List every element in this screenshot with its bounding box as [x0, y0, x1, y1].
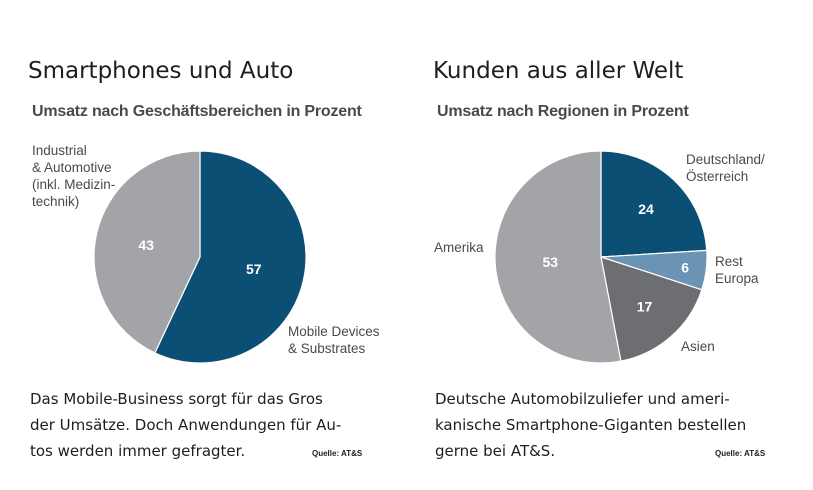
slice-category-label: Industrial & Automotive (inkl. Medizin-tec… — [32, 143, 115, 209]
pie-chart-business: 57 Mobile Devices & Substrates 43 Industrial… — [32, 143, 380, 364]
caption: Deutsche Automobilzuliefer und ameri- ka… — [435, 386, 785, 464]
slice-category-label: Amerika — [434, 240, 484, 255]
slice-category-label: Mobile Devices & Substrates — [288, 324, 380, 356]
pie-chart-regions: 24 Deutschland/Österreich 6 Rest Europa 17 Asi… — [434, 150, 765, 364]
pie-slice — [93, 150, 201, 354]
chart-subtitle: Umsatz nach Geschäftsbereichen in Prozen… — [32, 103, 362, 120]
chart-title: Smartphones und Auto — [28, 58, 294, 84]
chart-title: Kunden aus aller Welt — [433, 58, 684, 84]
chart-panel-regions: Kunden aus aller Welt Umsatz nach Region… — [405, 0, 805, 490]
caption-line: gerne bei AT&S. — [435, 442, 556, 460]
caption-line: kanische Smartphone-Giganten bestellen — [435, 416, 747, 434]
slice-value-label: 57 — [246, 261, 262, 277]
slice-category-label: Asien — [681, 339, 715, 354]
caption-line: der Umsätze. Doch Anwendungen für Au- — [30, 416, 342, 434]
source-note: Quelle: AT&S — [715, 449, 766, 458]
slice-value-label: 17 — [637, 298, 653, 314]
slice-value-label: 43 — [138, 237, 154, 253]
pie-slice — [154, 150, 307, 364]
caption: Das Mobile-Business sorgt für das Gros d… — [30, 386, 380, 464]
chart-subtitle: Umsatz nach Regionen in Prozent — [437, 103, 689, 120]
caption-line: Deutsche Automobilzuliefer und ameri- — [435, 390, 730, 408]
chart-panel-business: Smartphones und Auto Umsatz nach Geschäf… — [0, 0, 400, 490]
slice-category-label: Deutschland/Österreich — [686, 152, 765, 184]
slice-value-label: 53 — [543, 254, 559, 270]
pie-slice — [600, 150, 708, 258]
slice-value-label: 24 — [638, 201, 654, 217]
pie-slice — [600, 256, 703, 362]
caption-line: tos werden immer gefragter. — [30, 442, 246, 460]
pie-slice — [494, 150, 622, 364]
source-note: Quelle: AT&S — [312, 449, 363, 458]
slice-value-label: 6 — [681, 260, 689, 276]
slice-category-label: Rest Europa — [715, 254, 759, 286]
caption-line: Das Mobile-Business sorgt für das Gros — [30, 390, 323, 408]
